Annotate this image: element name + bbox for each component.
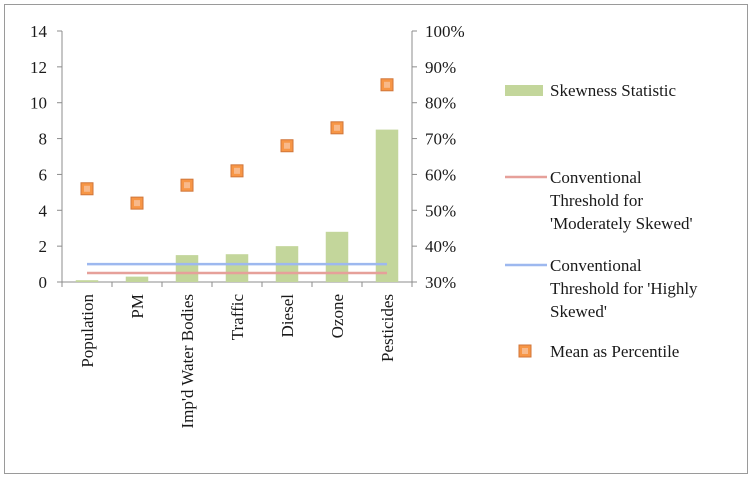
left-tick-label: 0 xyxy=(39,273,48,292)
right-tick-label: 40% xyxy=(425,237,456,256)
mean-percentile-point-highlight xyxy=(184,182,190,189)
left-tick-label: 4 xyxy=(39,201,48,220)
right-tick-label: 90% xyxy=(425,58,456,77)
legend-swatch-bar xyxy=(505,85,543,96)
legend-label: Mean as Percentile xyxy=(550,342,679,361)
legend-label: Skewness Statistic xyxy=(550,81,677,100)
bar-skewness xyxy=(325,231,349,282)
legend-label: Skewed' xyxy=(550,302,607,321)
bar-skewness xyxy=(375,129,399,282)
legend-label: Threshold for xyxy=(550,191,643,210)
category-label: Pesticides xyxy=(378,294,397,362)
legend-label: Conventional xyxy=(550,256,642,275)
legend-label: Threshold for 'Highly xyxy=(550,279,698,298)
legend-label: 'Moderately Skewed' xyxy=(550,214,693,233)
mean-percentile-point-highlight xyxy=(84,185,90,192)
right-tick-label: 80% xyxy=(425,94,456,113)
bar-skewness xyxy=(75,280,99,282)
left-tick-label: 8 xyxy=(39,130,48,149)
category-label: PM xyxy=(128,294,147,319)
mean-percentile-point-highlight xyxy=(134,200,140,207)
bar-skewness xyxy=(125,276,149,282)
right-tick-label: 100% xyxy=(425,22,465,41)
category-label: Traffic xyxy=(228,294,247,341)
right-tick-label: 70% xyxy=(425,130,456,149)
left-tick-label: 2 xyxy=(39,237,48,256)
legend-label: Conventional xyxy=(550,168,642,187)
mean-percentile-point-highlight xyxy=(334,124,340,131)
mean-percentile-point-highlight xyxy=(234,167,240,174)
mean-percentile-point-highlight xyxy=(284,142,290,149)
category-label: Ozone xyxy=(328,294,347,338)
mean-percentile-point-highlight xyxy=(384,81,390,88)
bar-skewness xyxy=(225,254,249,282)
bar-skewness xyxy=(175,255,199,282)
category-label: Diesel xyxy=(278,294,297,338)
left-tick-label: 12 xyxy=(30,58,47,77)
left-tick-label: 10 xyxy=(30,94,47,113)
left-tick-label: 6 xyxy=(39,165,48,184)
right-tick-label: 30% xyxy=(425,273,456,292)
right-tick-label: 50% xyxy=(425,201,456,220)
category-label: Imp'd Water Bodies xyxy=(178,294,197,429)
right-tick-label: 60% xyxy=(425,165,456,184)
category-label: Population xyxy=(78,294,97,368)
left-tick-label: 14 xyxy=(30,22,48,41)
legend-swatch-point-highlight xyxy=(522,348,528,354)
